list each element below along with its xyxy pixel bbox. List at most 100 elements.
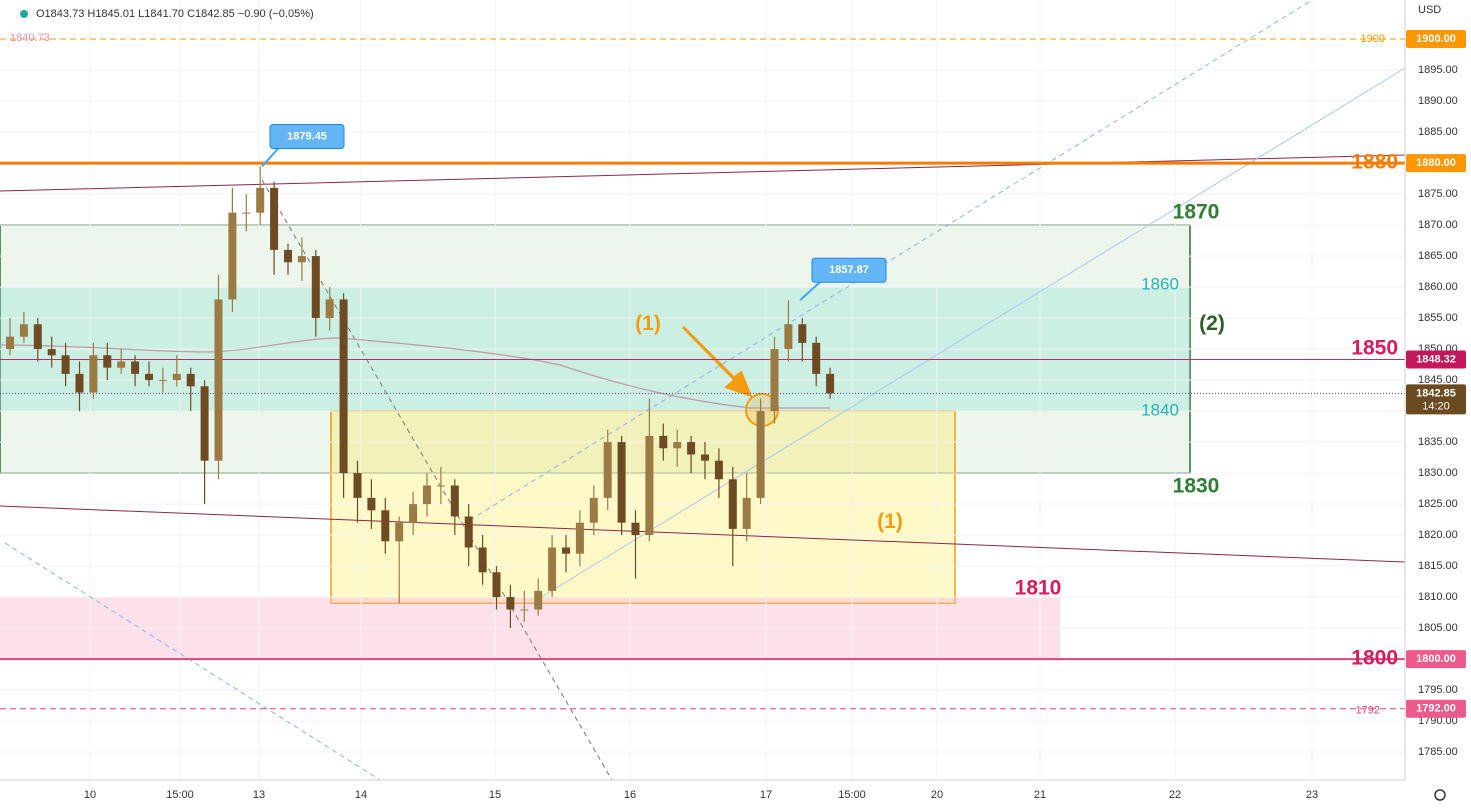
candle-body <box>186 373 195 387</box>
price-tag-time: 14:20 <box>1422 400 1450 412</box>
candle-body <box>172 373 181 381</box>
y-tick-label: 1795.00 <box>1418 684 1458 696</box>
callout-label: 1857.87 <box>829 264 869 276</box>
candle-body <box>728 479 737 529</box>
candle-body <box>145 373 153 381</box>
callout-pointer <box>799 279 823 302</box>
candle-body <box>687 442 696 455</box>
price-tag <box>1406 650 1466 669</box>
candle-body <box>297 256 306 263</box>
candle-body <box>436 485 445 487</box>
candle-body <box>631 522 640 536</box>
level-label: 1900 <box>1361 33 1385 45</box>
level-label: 1800 <box>1351 647 1398 670</box>
candle-body <box>228 212 237 300</box>
candle-body <box>812 342 821 374</box>
price-tag-label: 1900.00 <box>1416 33 1456 45</box>
price-tag-label: 1842.85 <box>1416 387 1456 399</box>
candle-body <box>575 522 584 554</box>
candle-body <box>784 324 793 350</box>
candle-body <box>603 442 612 498</box>
y-tick-label: 1845.00 <box>1418 374 1458 386</box>
candle-body <box>534 590 543 610</box>
candle-body <box>103 355 112 368</box>
candle-body <box>200 386 209 461</box>
arrow <box>681 325 753 398</box>
candle-body <box>367 497 376 511</box>
x-tick-label: 16 <box>624 789 636 801</box>
time-axis <box>0 780 1405 808</box>
level-label: (1) <box>877 510 903 533</box>
moving-average <box>0 337 830 409</box>
x-tick-label: 14 <box>355 789 367 801</box>
candle-body <box>673 442 682 449</box>
candle-body <box>770 349 779 412</box>
candle-body <box>464 516 473 548</box>
drawings <box>0 0 1406 781</box>
x-tick-label: 13 <box>253 789 265 801</box>
candle-body <box>506 597 515 610</box>
x-tick-label: 23 <box>1306 789 1318 801</box>
x-tick-label: 15 <box>489 789 501 801</box>
price-tag-label: 1848.32 <box>1416 353 1456 365</box>
candle-body <box>742 497 751 529</box>
ohlc-header: O1843.73 H1845.01 L1841.70 C1842.85 −0.9… <box>36 8 314 20</box>
prev-label: 1840.73 <box>10 32 50 44</box>
x-tick-label: 20 <box>931 789 943 801</box>
candle-body <box>6 336 14 350</box>
candle-body <box>214 299 223 461</box>
candle-body <box>826 373 835 394</box>
candle-body <box>284 249 292 263</box>
y-tick-label: 1805.00 <box>1418 622 1458 634</box>
callout-label: 1879.45 <box>287 130 327 142</box>
candle-body <box>311 256 320 319</box>
x-tick-label: 15:00 <box>166 789 194 801</box>
price-tag <box>1406 384 1466 415</box>
y-tick-label: 1860.00 <box>1418 281 1458 293</box>
level-label: 1860 <box>1141 275 1179 294</box>
trendline <box>0 154 1406 192</box>
y-tick-label: 1835.00 <box>1418 436 1458 448</box>
x-tick-label: 10 <box>84 789 96 801</box>
candle-body <box>381 510 390 542</box>
zone <box>330 410 956 605</box>
y-tick-label: 1785.00 <box>1418 746 1458 758</box>
price-tag <box>1406 350 1466 369</box>
candle-body <box>325 299 334 319</box>
candle-body <box>242 212 251 214</box>
price-tag-label: 1800.00 <box>1416 653 1456 665</box>
y-tick-label: 1895.00 <box>1418 64 1458 76</box>
x-tick-label: 15:00 <box>838 789 866 801</box>
x-tick-label: 17 <box>760 789 772 801</box>
labels: 1900 1880 1870 1860 (2) 1850 1840 1830 (1) (1) 181… <box>261 33 1398 717</box>
candle-body <box>61 355 70 374</box>
level-label: 1810 <box>1015 577 1062 600</box>
candle-body <box>478 547 487 573</box>
candle-body <box>131 361 140 374</box>
candle-body <box>47 349 56 356</box>
x-tick-label: 21 <box>1034 789 1046 801</box>
price-tag-label: 1880.00 <box>1416 157 1456 169</box>
callout-box <box>811 257 887 283</box>
candle-body <box>423 485 431 505</box>
candle-body <box>548 547 557 591</box>
candle-body <box>589 497 598 523</box>
candle-body <box>158 380 167 382</box>
settings-icon[interactable] <box>1434 789 1446 801</box>
y-tick-label: 1870.00 <box>1418 219 1458 231</box>
candle-body <box>450 485 459 517</box>
candle-body <box>701 454 709 461</box>
currency[interactable]: USD <box>1418 4 1441 16</box>
level-label: 1870 <box>1173 201 1220 224</box>
trendline <box>4 542 381 781</box>
candle-body <box>409 504 418 523</box>
axis-labels: 1785.00 1790.00 1795.00 1805.00 1810.00 1815.… <box>84 30 1466 801</box>
candle-body <box>798 324 807 343</box>
y-tick-label: 1865.00 <box>1418 250 1458 262</box>
level-label: 1850 <box>1351 337 1398 360</box>
level-label: 1830 <box>1173 475 1220 498</box>
y-tick-label: 1815.00 <box>1418 560 1458 572</box>
candle-body <box>659 435 668 449</box>
candle-body <box>256 187 265 213</box>
